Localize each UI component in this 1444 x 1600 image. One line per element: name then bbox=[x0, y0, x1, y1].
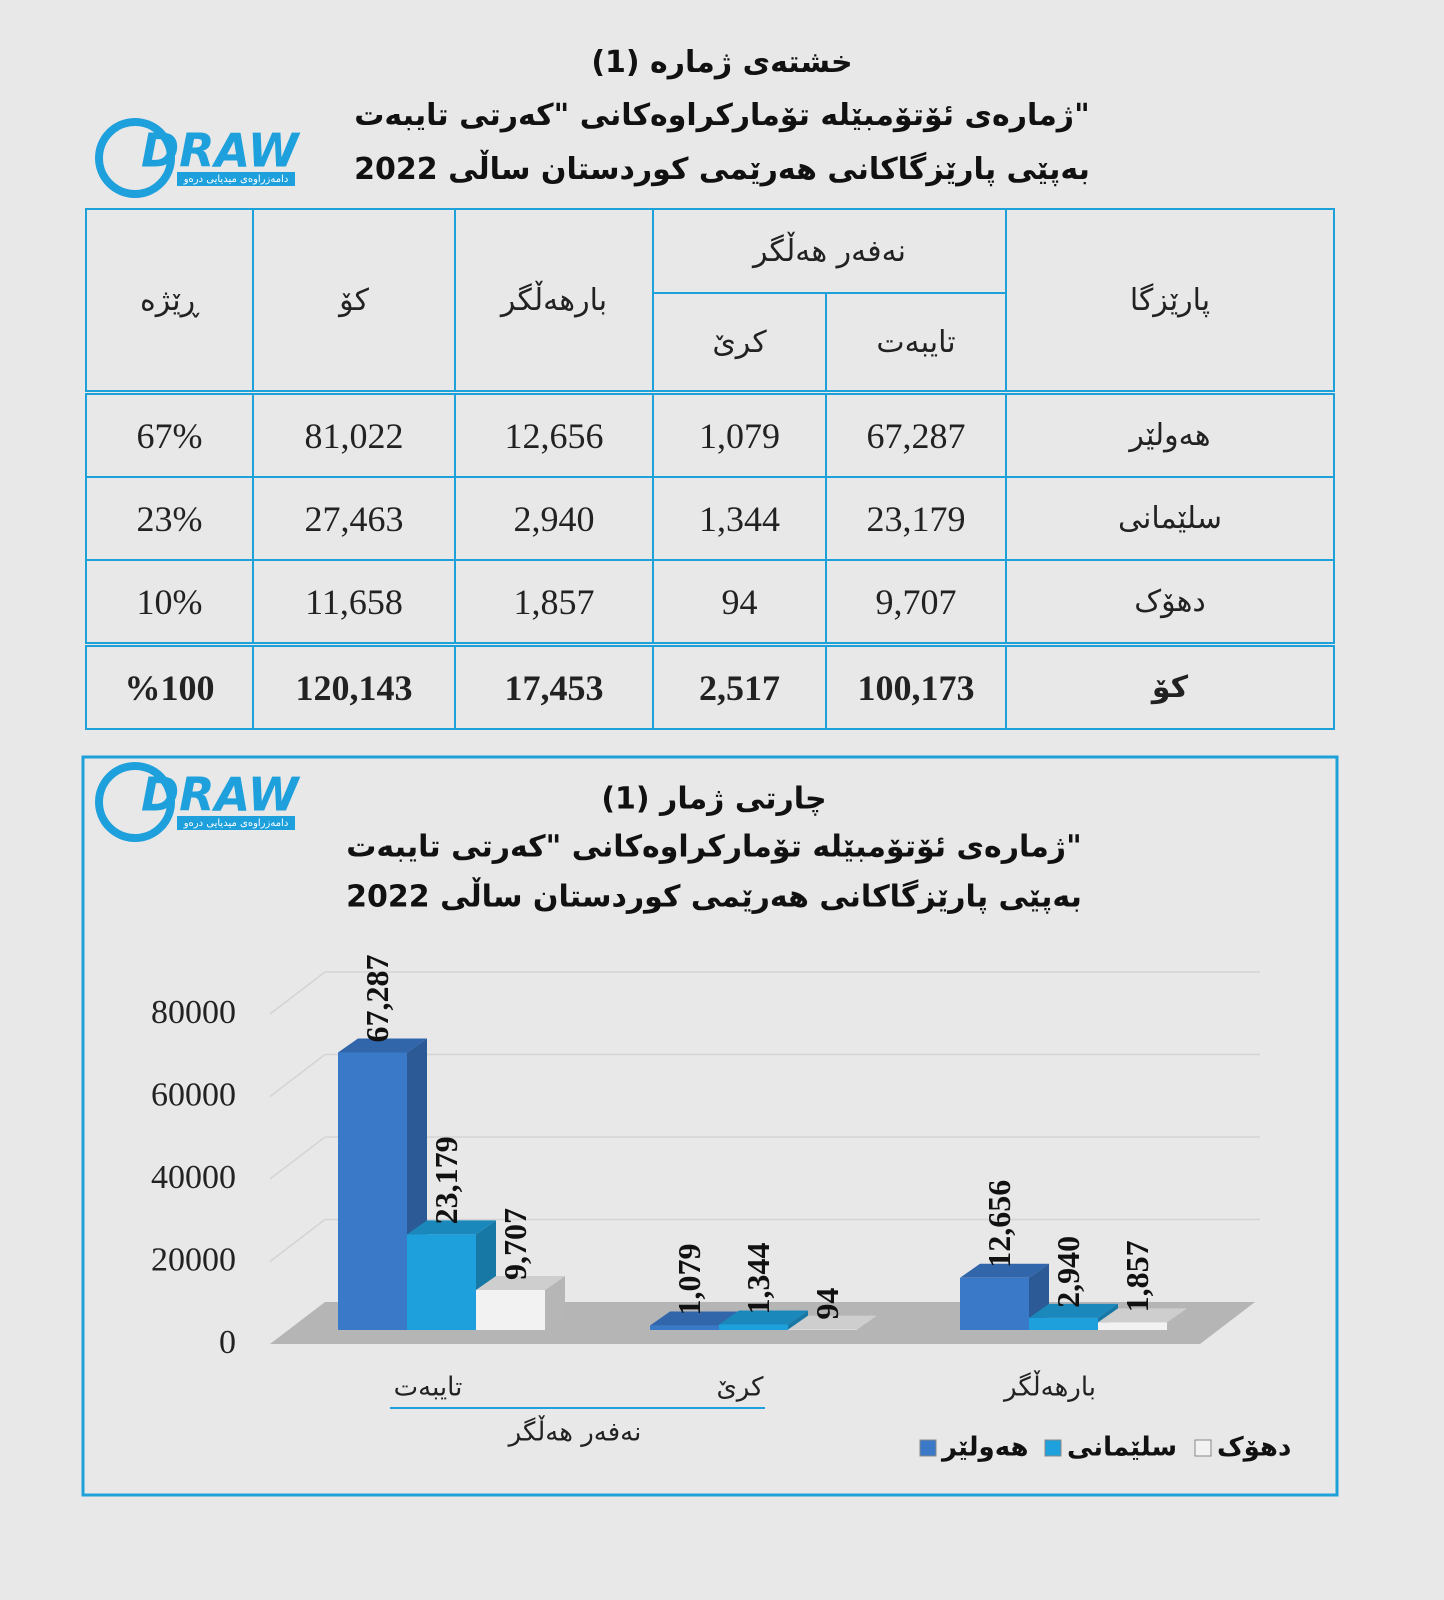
value-label: 12,656 bbox=[981, 1180, 1017, 1268]
table-cell: هەولێر bbox=[1005, 393, 1335, 478]
bar-top bbox=[1098, 1308, 1187, 1323]
bar bbox=[1029, 1317, 1098, 1330]
table-cell: 94 bbox=[652, 559, 827, 644]
value-label: 2,940 bbox=[1050, 1236, 1086, 1308]
total-cell: 2,517 bbox=[652, 645, 827, 730]
header-cell: تایبەت bbox=[825, 292, 1007, 392]
bar bbox=[338, 1052, 407, 1330]
table-cell: 10% bbox=[85, 559, 254, 644]
bar-top bbox=[1029, 1303, 1118, 1318]
y-tick-label: 40000 bbox=[151, 1159, 236, 1196]
bar-side bbox=[788, 1310, 808, 1330]
bar-top bbox=[788, 1315, 877, 1330]
bar bbox=[960, 1277, 1029, 1330]
logo-tagline: دامەزراوەی میدیایی درەو bbox=[183, 174, 289, 185]
bar-top bbox=[650, 1311, 739, 1326]
logo-ring bbox=[95, 762, 175, 842]
table-cell: 11,658 bbox=[252, 559, 456, 644]
legend-label: سلێمانی bbox=[1067, 1433, 1177, 1463]
y-tick-label: 0 bbox=[219, 1324, 236, 1361]
y-tick-label: 20000 bbox=[151, 1241, 236, 1278]
legend-swatch bbox=[1194, 1439, 1212, 1457]
grid-line bbox=[269, 1053, 326, 1098]
bar-top bbox=[338, 1038, 427, 1053]
table-subtitle: بەپێی پارێزگاکانی هەرێمی کوردستان ساڵی 2… bbox=[354, 152, 1090, 187]
logo-bar bbox=[177, 816, 295, 830]
bar-side bbox=[545, 1275, 565, 1330]
table-cell: 67% bbox=[85, 393, 254, 478]
chart-title: چارتی ژمار (1) bbox=[601, 782, 826, 817]
table-cell: سلێمانی bbox=[1005, 476, 1335, 561]
value-label: 1,079 bbox=[671, 1244, 707, 1316]
logo-ring bbox=[95, 118, 175, 198]
value-label: 1,857 bbox=[1119, 1240, 1155, 1312]
bar-top bbox=[960, 1263, 1049, 1278]
group-header: نەفەر هەڵگر bbox=[652, 208, 1007, 294]
table-cell: 81,022 bbox=[252, 393, 456, 478]
value-label: 9,707 bbox=[497, 1208, 533, 1280]
table-cell: 23% bbox=[85, 476, 254, 561]
legend-swatch bbox=[1044, 1439, 1062, 1457]
logo-name: DRAW bbox=[141, 768, 301, 822]
x-tick-label: کرێ bbox=[716, 1373, 764, 1403]
logo-name: DRAW bbox=[141, 124, 301, 178]
chart-title: بەپێی پارێزگاکانی هەرێمی کوردستان ساڵی 2… bbox=[346, 878, 1082, 915]
grid-line bbox=[269, 1218, 326, 1263]
table-cell: 9,707 bbox=[825, 559, 1007, 644]
x-tick-label: بارهەڵگر bbox=[1002, 1371, 1096, 1403]
x-tick-label: تایبەت bbox=[394, 1373, 463, 1403]
value-label: 67,287 bbox=[359, 954, 395, 1042]
table-cell: 2,940 bbox=[454, 476, 654, 561]
bar-side bbox=[1167, 1308, 1187, 1330]
table-cell: 23,179 bbox=[825, 476, 1007, 561]
bar-side bbox=[857, 1315, 877, 1330]
chart-frame bbox=[81, 755, 1339, 1497]
header-cell: پارێزگا bbox=[1005, 208, 1335, 392]
table-cell: 67,287 bbox=[825, 393, 1007, 478]
bar bbox=[719, 1324, 788, 1330]
bar bbox=[650, 1325, 719, 1330]
bar bbox=[407, 1234, 476, 1330]
table-cell: 12,656 bbox=[454, 393, 654, 478]
grid-line bbox=[269, 1136, 326, 1180]
header-cell: کرێ bbox=[652, 292, 827, 392]
total-cell: 120,143 bbox=[252, 645, 456, 730]
table-subtitle: ژمارەی ئۆتۆمبێلە تۆمارکراوەکانی "کەرتی ت… bbox=[354, 98, 1090, 133]
bar-top bbox=[476, 1275, 565, 1290]
total-cell: %100 bbox=[85, 645, 254, 730]
bar bbox=[1098, 1322, 1167, 1330]
table-cell: 1,857 bbox=[454, 559, 654, 644]
total-cell: 100,173 bbox=[825, 645, 1007, 730]
value-label: 23,179 bbox=[428, 1136, 464, 1224]
value-label: 1,344 bbox=[740, 1242, 776, 1314]
table-cell: 27,463 bbox=[252, 476, 456, 561]
table-cell: دهۆک bbox=[1005, 559, 1335, 644]
legend-swatch bbox=[919, 1439, 937, 1457]
y-tick-label: 60000 bbox=[151, 1076, 236, 1113]
logo-tagline: دامەزراوەی میدیایی درەو bbox=[183, 818, 289, 829]
table-cell: 1,079 bbox=[652, 393, 827, 478]
header-cell: کۆ bbox=[252, 208, 456, 392]
logo-bar bbox=[177, 172, 295, 186]
group-label: نەفەر هەڵگر bbox=[507, 1416, 642, 1448]
total-cell: 17,453 bbox=[454, 645, 654, 730]
value-label: 94 bbox=[809, 1288, 845, 1320]
y-tick-label: 80000 bbox=[151, 994, 236, 1031]
chart-title: ژمارەی ئۆتۆمبێلە تۆمارکراوەکانی "کەرتی ت… bbox=[346, 830, 1081, 865]
bar-top bbox=[719, 1310, 808, 1325]
header-cell: بارهەڵگر bbox=[454, 208, 654, 392]
bar-top bbox=[407, 1220, 496, 1235]
table-cell: 1,344 bbox=[652, 476, 827, 561]
legend-label: هەولێر bbox=[940, 1433, 1029, 1463]
bar bbox=[476, 1289, 545, 1330]
total-cell: کۆ bbox=[1005, 645, 1335, 730]
table-title: خشتەی ژمارە (1) bbox=[591, 45, 853, 80]
legend-label: دهۆک bbox=[1217, 1433, 1291, 1463]
grid-line bbox=[269, 971, 326, 1015]
header-cell: ڕێژە bbox=[85, 208, 254, 392]
